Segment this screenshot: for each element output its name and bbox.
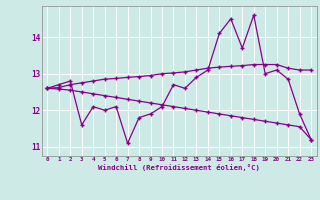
X-axis label: Windchill (Refroidissement éolien,°C): Windchill (Refroidissement éolien,°C) — [98, 164, 260, 171]
